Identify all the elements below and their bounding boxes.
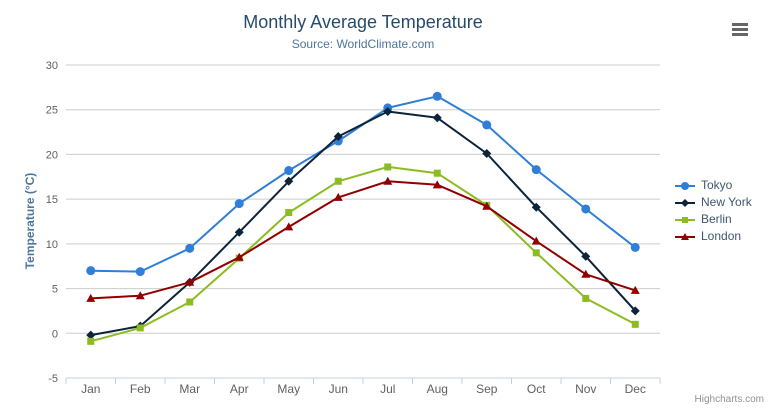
x-tick-label-sep: Sep bbox=[476, 382, 498, 396]
y-tick-label--5: -5 bbox=[48, 373, 58, 385]
data-point-london-oct[interactable] bbox=[531, 236, 541, 245]
data-point-tokyo-oct[interactable] bbox=[531, 165, 541, 175]
legend-marker-shape bbox=[681, 198, 689, 207]
data-point-tokyo-mar[interactable] bbox=[185, 243, 195, 253]
legend-item-new-york[interactable]: New York bbox=[674, 194, 752, 211]
y-tick-label-25: 25 bbox=[46, 105, 58, 117]
chart-subtitle: Source: WorldClimate.com bbox=[291, 37, 435, 51]
data-point-berlin-jun[interactable] bbox=[334, 177, 342, 185]
data-point-london-sep[interactable] bbox=[482, 201, 492, 210]
credits-link[interactable]: Highcharts.com bbox=[694, 394, 764, 405]
legend-label: Berlin bbox=[701, 212, 732, 226]
data-point-tokyo-sep[interactable] bbox=[482, 120, 492, 130]
legend-label: New York bbox=[701, 195, 752, 209]
data-point-new-york-may[interactable] bbox=[284, 176, 294, 186]
data-point-london-apr[interactable] bbox=[234, 252, 244, 261]
x-tick-label-mar: Mar bbox=[179, 382, 200, 396]
data-point-new-york-jul[interactable] bbox=[383, 107, 393, 117]
series-line-london[interactable] bbox=[89, 180, 637, 300]
data-point-tokyo-nov[interactable] bbox=[581, 204, 591, 214]
data-point-london-mar[interactable] bbox=[185, 277, 195, 286]
x-tick-label-dec: Dec bbox=[625, 382, 646, 396]
data-point-london-may[interactable] bbox=[284, 222, 294, 231]
series-line-new-york[interactable] bbox=[89, 110, 637, 337]
data-point-tokyo-feb[interactable] bbox=[135, 267, 145, 277]
data-point-berlin-jan[interactable] bbox=[87, 337, 95, 345]
data-point-berlin-mar[interactable] bbox=[186, 298, 194, 306]
legend-marker-shape bbox=[681, 181, 689, 190]
y-tick-label-15: 15 bbox=[46, 194, 58, 206]
data-point-tokyo-may[interactable] bbox=[284, 166, 294, 176]
legend-marker-shape bbox=[681, 232, 689, 240]
data-point-berlin-jul[interactable] bbox=[384, 163, 392, 171]
data-point-london-jul[interactable] bbox=[383, 176, 393, 185]
data-point-london-jan[interactable] bbox=[86, 293, 96, 302]
data-point-new-york-apr[interactable] bbox=[234, 227, 244, 237]
legend-label: London bbox=[701, 229, 742, 243]
legend-item-london[interactable]: London bbox=[674, 228, 752, 245]
y-tick-label-0: 0 bbox=[52, 328, 58, 340]
data-point-tokyo-dec[interactable] bbox=[630, 242, 640, 252]
data-point-berlin-aug[interactable] bbox=[433, 169, 441, 177]
data-point-london-feb[interactable] bbox=[135, 291, 145, 300]
x-tick-label-aug: Aug bbox=[427, 382, 448, 396]
legend-item-berlin[interactable]: Berlin bbox=[674, 211, 752, 228]
data-point-london-nov[interactable] bbox=[581, 269, 591, 278]
x-tick-label-feb: Feb bbox=[130, 382, 151, 396]
series-line-berlin[interactable] bbox=[89, 165, 637, 343]
x-tick-label-oct: Oct bbox=[527, 382, 546, 396]
series-line-tokyo[interactable] bbox=[89, 95, 637, 273]
chart-title: Monthly Average Temperature bbox=[243, 12, 483, 32]
data-point-new-york-jun[interactable] bbox=[333, 132, 343, 142]
legend: Tokyo New York Berlin London bbox=[674, 177, 752, 245]
data-point-new-york-dec[interactable] bbox=[630, 306, 640, 316]
data-point-berlin-oct[interactable] bbox=[532, 249, 540, 257]
data-point-new-york-nov[interactable] bbox=[581, 251, 591, 261]
data-point-new-york-sep[interactable] bbox=[482, 149, 492, 159]
y-axis-title: Temperature (°C) bbox=[23, 172, 37, 270]
data-point-london-jun[interactable] bbox=[333, 192, 343, 201]
x-tick-label-nov: Nov bbox=[575, 382, 596, 396]
data-point-berlin-nov[interactable] bbox=[582, 294, 590, 302]
y-tick-label-5: 5 bbox=[52, 284, 58, 296]
context-menu-button[interactable] bbox=[729, 19, 751, 39]
data-point-london-dec[interactable] bbox=[630, 285, 640, 294]
data-point-berlin-may[interactable] bbox=[285, 209, 293, 217]
legend-marker-triangle-icon bbox=[675, 232, 695, 240]
data-point-london-aug[interactable] bbox=[432, 180, 442, 189]
data-point-new-york-jan[interactable] bbox=[86, 330, 96, 340]
data-point-berlin-dec[interactable] bbox=[631, 320, 639, 328]
y-tick-label-10: 10 bbox=[46, 239, 58, 251]
legend-marker-circle-icon bbox=[675, 181, 695, 190]
legend-label: Tokyo bbox=[701, 178, 733, 192]
y-tick-label-30: 30 bbox=[46, 60, 58, 72]
y-tick-label-20: 20 bbox=[46, 149, 58, 161]
data-point-tokyo-apr[interactable] bbox=[234, 199, 244, 209]
x-tick-label-jan: Jan bbox=[81, 382, 100, 396]
legend-marker-diamond-icon bbox=[675, 198, 695, 207]
data-point-tokyo-aug[interactable] bbox=[432, 91, 442, 101]
data-point-new-york-aug[interactable] bbox=[432, 113, 442, 123]
data-point-berlin-feb[interactable] bbox=[136, 324, 144, 332]
legend-marker-shape bbox=[682, 216, 688, 223]
legend-item-tokyo[interactable]: Tokyo bbox=[674, 177, 752, 194]
legend-marker-square-icon bbox=[675, 216, 695, 223]
x-tick-label-apr: Apr bbox=[230, 382, 249, 396]
x-tick-label-jul: Jul bbox=[380, 382, 395, 396]
data-point-tokyo-jan[interactable] bbox=[86, 266, 96, 276]
x-tick-label-jun: Jun bbox=[329, 382, 348, 396]
data-point-new-york-oct[interactable] bbox=[531, 202, 541, 212]
x-tick-label-may: May bbox=[277, 382, 300, 396]
